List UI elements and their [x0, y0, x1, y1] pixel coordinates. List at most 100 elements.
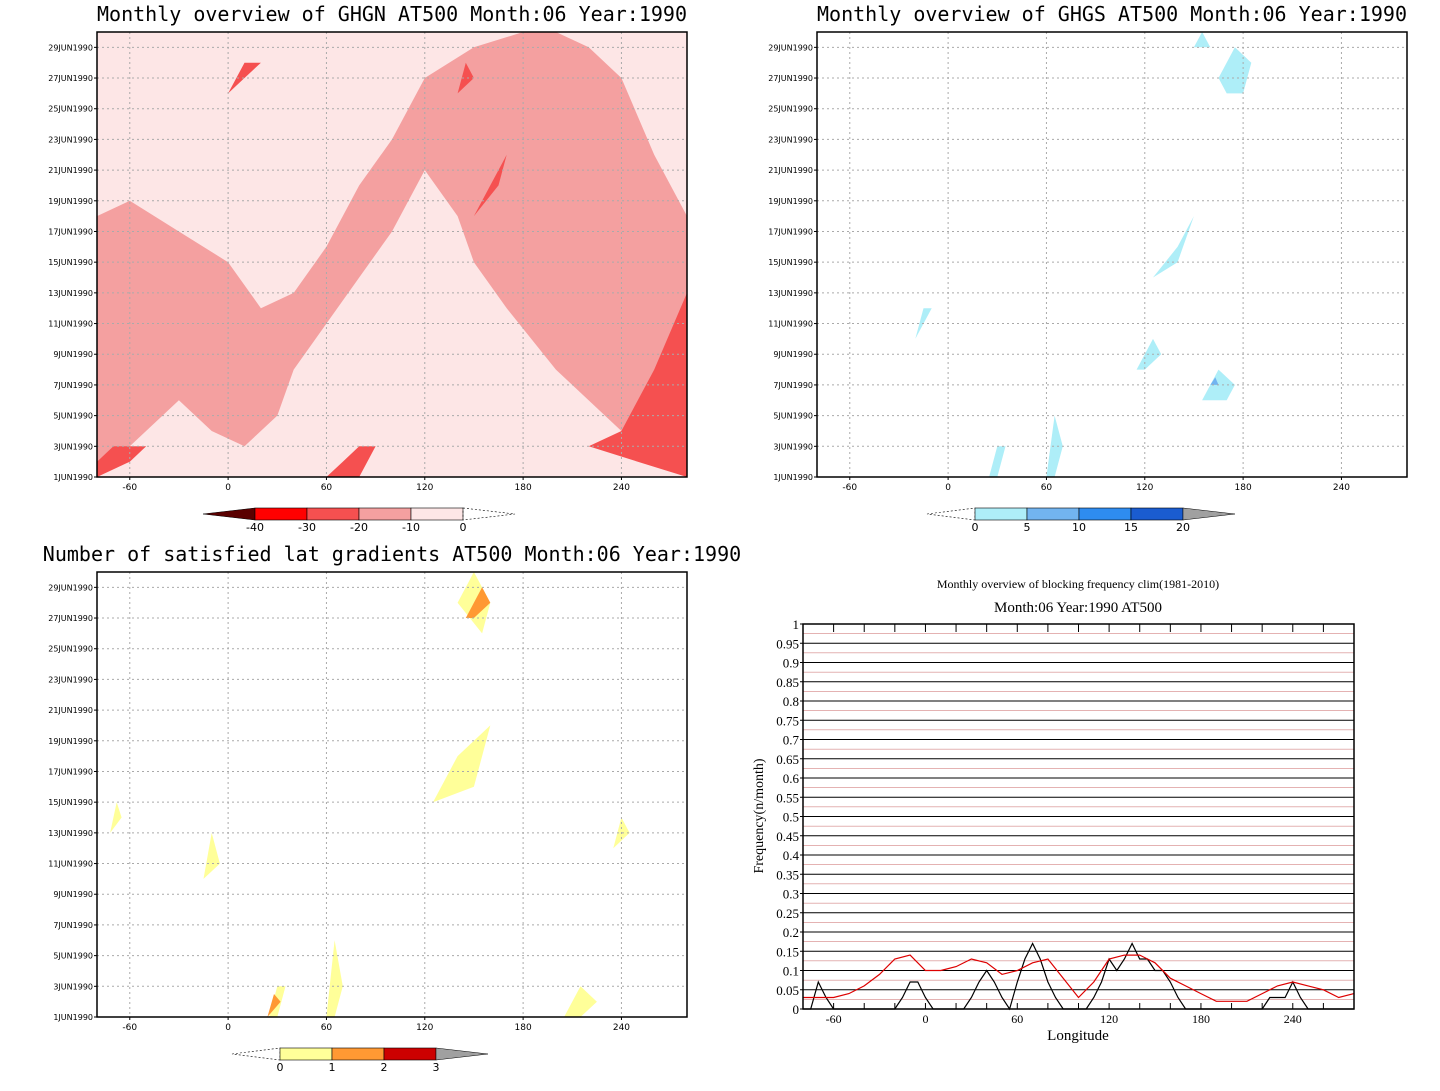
lat-colorbar-swatch: [331, 1047, 385, 1061]
blocking-ytick-label: 0.2: [783, 925, 799, 940]
ghgs-colorbar-swatch: [974, 507, 1028, 521]
ghgn-ytick-label: 5JUN1990: [53, 412, 93, 421]
ghgs-ytick-label: 5JUN1990: [773, 412, 813, 421]
lat-colorbar-label: 2: [381, 1061, 388, 1074]
lat-ytick-label: 19JUN1990: [48, 737, 93, 746]
lat-ytick-label: 3JUN1990: [53, 982, 93, 991]
ghgn-xtick-label: 240: [613, 483, 630, 493]
lat-ytick-label: 29JUN1990: [48, 583, 93, 592]
ghgn-colorbar-label: -20: [350, 521, 368, 534]
blocking-xtick-label: 0: [922, 1012, 928, 1026]
ghgs-colorbar-right-triangle: [1182, 507, 1236, 521]
blocking-xtick-label: 120: [1100, 1012, 1118, 1026]
blocking-ytick-label: 0.3: [783, 887, 799, 902]
blocking-ytick-label: 0.5: [783, 810, 799, 825]
ghgn-colorbar-label: -40: [246, 521, 264, 534]
ghgn-xtick-label: 0: [225, 483, 231, 493]
ghgn-plot: 29JUN1990 27JUN1990 25JUN1990 23JUN1990 21JU…: [48, 31, 688, 534]
lat-colorbar-left-triangle: [231, 1047, 281, 1061]
lat-region-1: [433, 694, 499, 803]
ghgn-ytick-label: 9JUN1990: [53, 350, 93, 359]
ghgn-ytick-label: 21JUN1990: [48, 166, 93, 175]
lat-ytick-label: 13JUN1990: [48, 829, 93, 838]
ghgs-ytick-label: 15JUN1990: [768, 258, 813, 267]
ghgn-ytick-label: 19JUN1990: [48, 197, 93, 206]
ghgn-colorbar-label: -10: [402, 521, 420, 534]
ghgs-ytick-label: 11JUN1990: [768, 320, 813, 329]
blocking-ytick-label: 0.35: [776, 867, 799, 882]
ghgs-ytick-label: 25JUN1990: [768, 105, 813, 114]
blocking-ytick-label: 0.4: [783, 848, 800, 863]
lat-ytick-label: 23JUN1990: [48, 675, 93, 684]
ghgn-ytick-label: 17JUN1990: [48, 227, 93, 236]
ghgs-colorbar-label: 20: [1176, 521, 1190, 534]
lat-region-9: [267, 994, 281, 1017]
lat-region-6: [110, 802, 122, 833]
blocking-plot: 0 0.05 0.1 0.15 0.2 0.25 0.3 0.35 0.4 0.45 0.5 0.55…: [776, 617, 1355, 1026]
ghgs-colorbar-swatch: [1078, 507, 1132, 521]
blocking-ytick-label: 0.45: [776, 829, 799, 844]
ghgs-colorbar-label: 15: [1124, 521, 1138, 534]
ghgs-colorbar-label: 0: [972, 521, 979, 534]
ghgn-xtick-label: -60: [122, 483, 137, 493]
ghgs-xtick-label: -60: [842, 483, 857, 493]
ghgs-ytick-label: 21JUN1990: [768, 166, 813, 175]
lat-ytick-label: 9JUN1990: [53, 890, 93, 899]
ghgn-ytick-label: 29JUN1990: [48, 43, 93, 52]
blocking-series-1: [803, 954, 1355, 1002]
lat-ytick-label: 7JUN1990: [53, 921, 93, 930]
ghgs-ytick-label: 1JUN1990: [773, 473, 813, 482]
ghgs-colorbar-left-triangle: [926, 507, 976, 521]
ghgs-plot: 29JUN1990 27JUN1990 25JUN1990 23JUN1990 21JU…: [768, 31, 1408, 534]
ghgs-colorbar-swatch: [1026, 507, 1080, 521]
ghgn-colorbar-right-triangle: [462, 507, 516, 521]
ghgs-ytick-label: 17JUN1990: [768, 227, 813, 236]
ghgs-xtick-label: 180: [1235, 483, 1252, 493]
blocking-ytick-label: 0.65: [776, 752, 799, 767]
ghgn-region-0: [97, 32, 687, 477]
ghgn-colorbar-swatch: [306, 507, 360, 521]
ghgs-ytick-label: 7JUN1990: [773, 381, 813, 390]
lat-ytick-label: 11JUN1990: [48, 860, 93, 869]
blocking-ytick-label: 0.15: [776, 944, 799, 959]
lat-colorbar-swatch: [279, 1047, 333, 1061]
lat-colorbar-label: 1: [329, 1061, 336, 1074]
blocking-ytick-label: 0.9: [783, 656, 799, 671]
blocking-ytick-label: 0.1: [783, 964, 799, 979]
blocking-ytick-label: 0.8: [783, 694, 799, 709]
ghgs-frame: [816, 31, 1408, 478]
ghgn-ytick-label: 15JUN1990: [48, 258, 93, 267]
lat-region-2: [326, 940, 343, 1017]
lat-xtick-label: 60: [321, 1023, 333, 1033]
ghgs-ytick-label: 3JUN1990: [773, 442, 813, 451]
lat-region-4: [203, 832, 220, 879]
ghgs-region-0: [1218, 47, 1252, 94]
ghgn-colorbar-swatch: [254, 507, 308, 521]
blocking-ytick-label: 1: [793, 617, 800, 632]
ghgn-ytick-label: 27JUN1990: [48, 74, 93, 83]
lat-ytick-label: 17JUN1990: [48, 767, 93, 776]
ghgn-colorbar-label: 0: [460, 521, 467, 534]
ghgn-frame: [96, 31, 688, 478]
ghgn-ytick-label: 7JUN1990: [53, 381, 93, 390]
ghgs-region-8: [1210, 377, 1219, 385]
blocking-xtick-label: 60: [1011, 1012, 1023, 1026]
lat-region-8: [465, 587, 491, 618]
ghgn-ytick-label: 11JUN1990: [48, 320, 93, 329]
panel-lat-gradients: Number of satisfied lat gradients AT500 …: [43, 542, 741, 1074]
blocking-ytick-label: 0.85: [776, 675, 799, 690]
blocking-ytick-label: 0.05: [776, 983, 799, 998]
ghgs-region-1: [1193, 32, 1211, 48]
blocking-ytick-label: 0.95: [776, 636, 799, 651]
lat-gradients-title: Number of satisfied lat gradients AT500 …: [43, 542, 741, 566]
panel-blocking-frequency: Monthly overview of blocking frequency c…: [752, 577, 1355, 1044]
blocking-subtitle: Month:06 Year:1990 AT500: [994, 600, 1162, 616]
ghgs-ytick-label: 29JUN1990: [768, 43, 813, 52]
blocking-xtick-label: -60: [826, 1012, 842, 1026]
ghgn-xtick-label: 180: [515, 483, 532, 493]
ghgs-xtick-label: 240: [1333, 483, 1350, 493]
lat-colorbar-label: 0: [277, 1061, 284, 1074]
ghgn-colorbar-swatch: [358, 507, 412, 521]
blocking-xlabel: Longitude: [1047, 1028, 1109, 1044]
lat-colorbar-label: 3: [433, 1061, 440, 1074]
